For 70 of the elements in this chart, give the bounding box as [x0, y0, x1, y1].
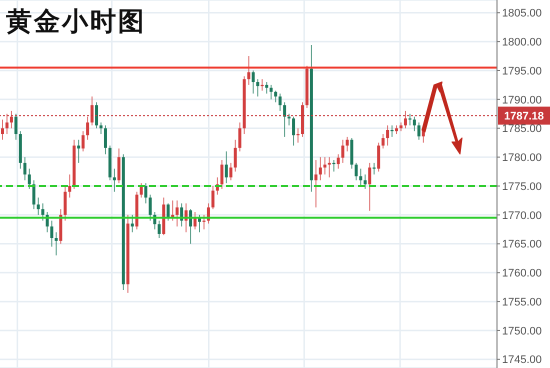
candlestick [238, 122, 242, 152]
candlestick [77, 139, 80, 164]
candlestick [314, 160, 318, 208]
y-tick-label: 1745.00 [502, 354, 542, 366]
candlestick [50, 220, 54, 248]
candlestick [229, 162, 232, 181]
y-tick-label: 1775.00 [502, 180, 542, 193]
y-tick-label: 1765.00 [502, 238, 542, 251]
y-tick-label: 1790.00 [502, 94, 542, 106]
candlestick [341, 139, 344, 164]
y-tick-label: 1800.00 [502, 36, 542, 48]
ref-line-label: 1787.18 [504, 110, 544, 123]
candlestick [386, 124, 390, 146]
candlestick [211, 186, 214, 210]
candlestick [1, 119, 4, 140]
candlestick [28, 168, 31, 190]
candlestick [224, 150, 228, 184]
candlestick [346, 136, 349, 152]
candlestick [117, 148, 120, 184]
candlestick [318, 156, 322, 181]
candlestick [68, 174, 72, 198]
candlestick [104, 124, 107, 155]
candlestick [220, 160, 224, 190]
y-tick-label: 1805.00 [502, 8, 542, 20]
y-tick-label: 1750.00 [502, 325, 542, 338]
candlestick [100, 122, 103, 135]
candlestick [144, 182, 148, 204]
candlestick [283, 102, 286, 138]
y-tick-label: 1760.00 [502, 268, 542, 280]
candlestick [278, 93, 282, 112]
candlestick [252, 70, 255, 94]
candlestick [265, 82, 268, 94]
candlestick [288, 113, 291, 126]
candlestick [417, 122, 420, 140]
candlestick [36, 197, 40, 216]
candlestick [377, 142, 380, 172]
candlestick [158, 220, 161, 239]
candlestick [54, 232, 58, 256]
y-tick-label: 1780.00 [502, 152, 542, 164]
candlestick [41, 202, 44, 222]
candlestick [202, 214, 206, 230]
y-tick-label: 1795.00 [502, 65, 542, 78]
candlestick [270, 84, 273, 100]
candlestick [130, 214, 134, 233]
candlestick [32, 180, 36, 210]
candlestick [412, 116, 416, 132]
candlestick [256, 78, 260, 97]
candlestick [274, 90, 278, 103]
candlestick [14, 113, 18, 140]
candlestick [64, 186, 67, 222]
candlestick [292, 116, 296, 146]
chart-title: 黄金小时图 [6, 6, 146, 39]
candlestick [95, 102, 98, 129]
y-tick-label: 1785.00 [502, 123, 542, 136]
candlestick [354, 162, 358, 181]
y-tick-label: 1770.00 [502, 210, 542, 222]
candlestick [359, 168, 362, 187]
candlestick [234, 139, 237, 172]
candlestick [82, 130, 85, 152]
candlestick [247, 56, 250, 86]
y-tick-label: 1755.00 [502, 296, 542, 308]
candlestick [148, 194, 152, 222]
candlestick [23, 156, 26, 181]
candlestick [176, 200, 179, 227]
candlestick [382, 134, 385, 149]
candlestick [364, 174, 367, 190]
candlestick [368, 162, 372, 212]
candlestick [336, 154, 340, 170]
candlestick [323, 156, 326, 175]
candlestick [166, 202, 170, 222]
